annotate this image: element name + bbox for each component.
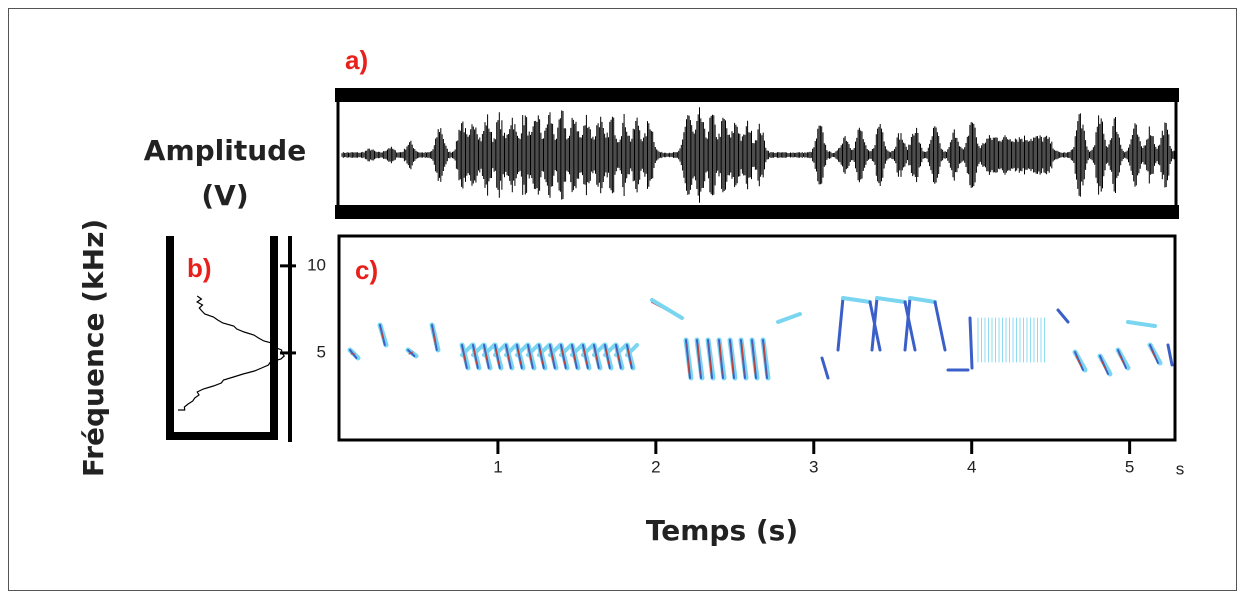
spectrogram-trace: [763, 343, 767, 375]
spectrogram-trace: [841, 296, 872, 304]
spectrogram-trace: [484, 348, 489, 365]
x-tick-label: 1: [493, 457, 502, 476]
x-tick-label: 3: [809, 457, 818, 476]
spectrogram-trace: [495, 348, 500, 365]
spectrogram-panel: [337, 234, 1177, 442]
spectrogram-trace: [752, 343, 756, 375]
spectrogram-trace: [605, 348, 610, 365]
spectrogram-trace: [730, 343, 734, 375]
frequency-label: Fréquence (kHz): [77, 219, 110, 477]
spectrogram-trace: [408, 351, 414, 355]
spectrogram-trace: [561, 348, 566, 365]
spectrogram-trace: [1056, 308, 1070, 324]
x-tick-label: 4: [967, 457, 976, 476]
spectrogram-trace: [1150, 348, 1157, 360]
panel-label: a): [345, 45, 368, 75]
waveform-bar-bottom: [335, 205, 1179, 219]
spectrogram-trace: [686, 343, 690, 375]
waveform-bar-top: [335, 88, 1179, 102]
spectrogram-trace: [836, 296, 845, 352]
spectrogram-trace: [1100, 359, 1107, 371]
spectrogram-trace: [820, 356, 830, 380]
spectrogram-trace: [719, 343, 723, 375]
amplitude-label: Amplitude: [144, 134, 306, 167]
spectrogram-trace: [506, 348, 511, 365]
spectrogram-trace: [776, 312, 802, 324]
spectrogram: [347, 296, 1174, 381]
spectrogram-trace: [462, 348, 467, 365]
amplitude-unit: (V): [201, 179, 248, 212]
spectrogram-trace: [517, 348, 522, 365]
x-tick-label: 2: [651, 457, 660, 476]
frame: [8, 8, 1237, 591]
spectrogram-trace: [903, 296, 912, 352]
spectrogram-trace: [933, 300, 947, 352]
spectrogram-trace: [903, 300, 917, 352]
spectrogram-trace: [550, 348, 555, 365]
panel-label: c): [355, 255, 378, 285]
spectrogram-trace: [908, 296, 937, 304]
time-unit: s: [1176, 459, 1185, 478]
x-tick-label: 5: [1125, 457, 1134, 476]
spectrogram-trace: [870, 296, 879, 352]
panel-label: b): [187, 253, 212, 283]
spectrogram-trace: [473, 348, 478, 365]
spectrogram-trace: [741, 343, 745, 375]
spectrogram-trace: [697, 343, 701, 375]
spectrogram-trace: [875, 296, 907, 304]
spectrum: [178, 295, 286, 411]
spectrogram-trace: [616, 348, 621, 365]
spectrum-panel: [166, 236, 278, 440]
spectrogram-trace: [432, 328, 437, 347]
spectrogram-trace: [1126, 320, 1157, 328]
spectrogram-trace: [1166, 343, 1174, 367]
spectrogram-trace: [594, 348, 599, 365]
y-tick-label: 5: [317, 342, 326, 361]
spectrogram-trace: [627, 348, 632, 365]
spectrogram-trace: [528, 348, 533, 365]
waveform: [341, 107, 1175, 203]
spectrogram-trace: [539, 348, 544, 365]
spectrogram-trace: [650, 298, 684, 320]
y-tick-label: 10: [307, 255, 326, 274]
spectrogram-trace: [583, 348, 588, 365]
time-label: Temps (s): [646, 514, 798, 547]
spectrogram-trace: [380, 328, 385, 342]
spectrogram-trace: [1118, 353, 1125, 365]
spectrogram-trace: [968, 316, 974, 370]
spectrogram-trace: [1075, 355, 1082, 367]
spectrogram-trace: [572, 348, 577, 365]
spectrogram-trace: [708, 343, 712, 375]
